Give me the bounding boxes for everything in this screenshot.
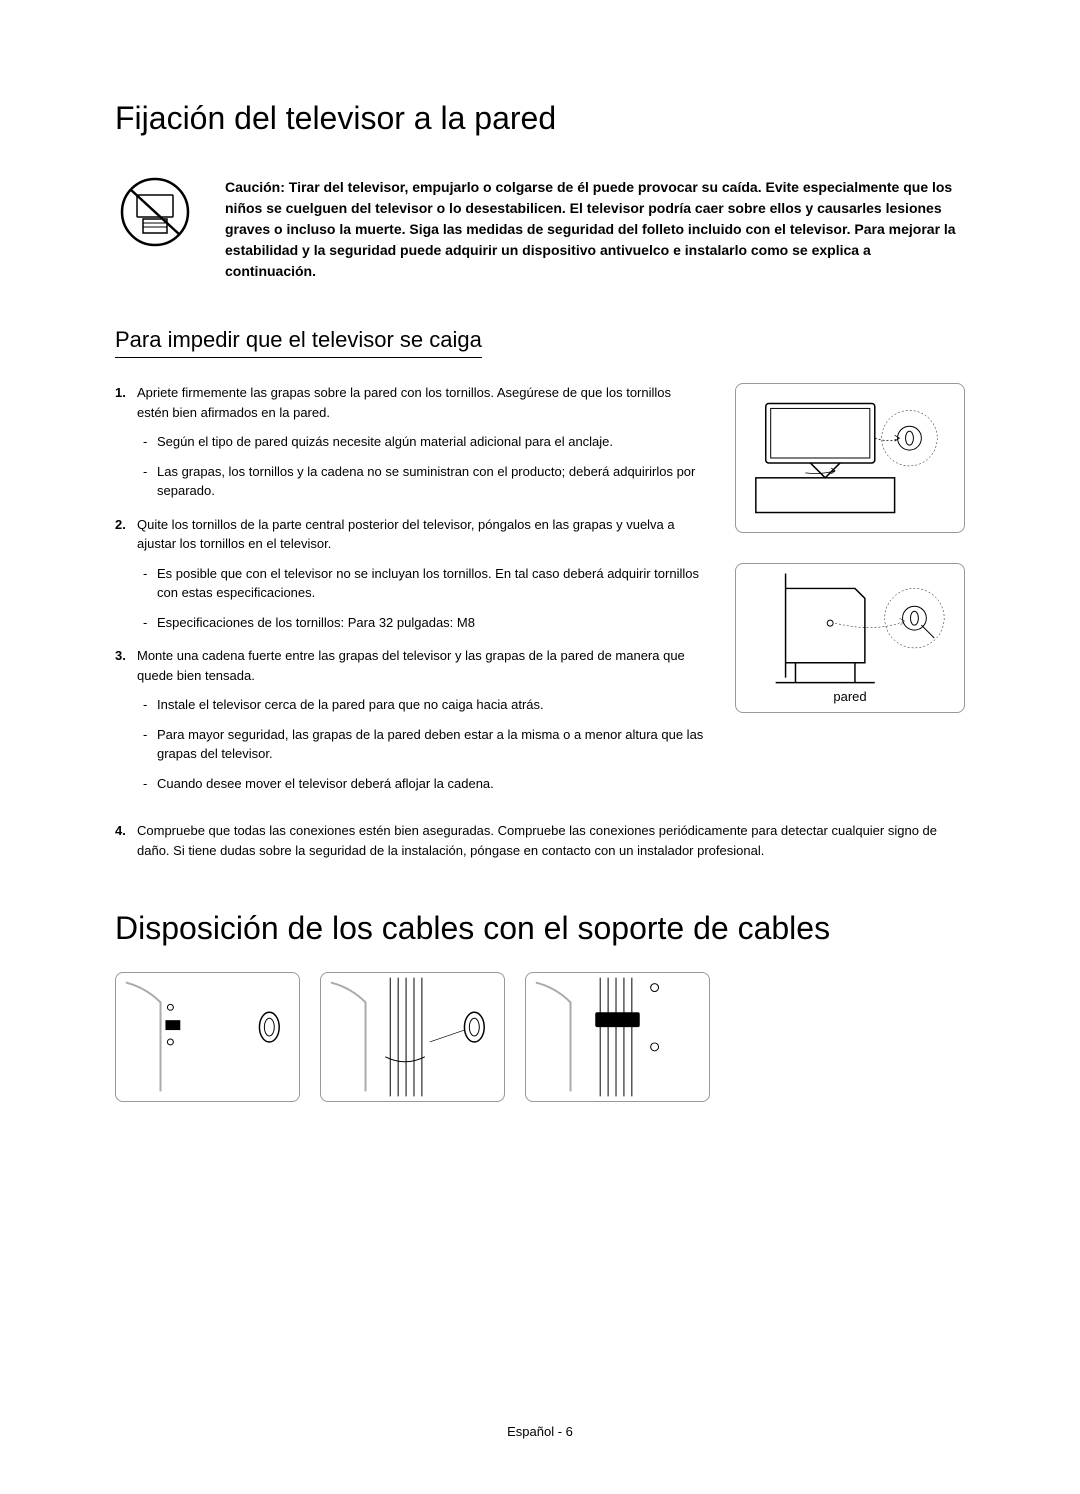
step-3-sub-3: Cuando desee mover el televisor deberá a… xyxy=(137,774,705,794)
caution-text: Caución: Tirar del televisor, empujarlo … xyxy=(225,177,965,282)
steps-list-continued: Compruebe que todas las conexiones estén… xyxy=(115,821,965,860)
step-1-text: Apriete firmemente las grapas sobre la p… xyxy=(137,385,671,420)
step-1-sub-2: Las grapas, los tornillos y la cadena no… xyxy=(137,462,705,501)
image-column: pared xyxy=(735,383,965,807)
step-1-sub-1: Según el tipo de pared quizás necesite a… xyxy=(137,432,705,452)
step-4: Compruebe que todas las conexiones estén… xyxy=(115,821,965,860)
section-title: Para impedir que el televisor se caiga xyxy=(115,327,482,358)
diagram-label: pared xyxy=(833,689,866,704)
step-4-text: Compruebe que todas las conexiones estén… xyxy=(137,823,937,858)
tv-stand-diagram-1 xyxy=(735,383,965,533)
cable-diagram-2 xyxy=(320,972,505,1102)
step-2: Quite los tornillos de la parte central … xyxy=(115,515,705,633)
no-climb-tv-icon xyxy=(115,177,195,247)
step-1: Apriete firmemente las grapas sobre la p… xyxy=(115,383,705,501)
step-2-sub-2: Especificaciones de los tornillos: Para … xyxy=(137,613,705,633)
caution-section: Caución: Tirar del televisor, empujarlo … xyxy=(115,177,965,282)
page-title: Fijación del televisor a la pared xyxy=(115,100,965,137)
page-footer: Español - 6 xyxy=(0,1424,1080,1439)
tv-wall-diagram-2: pared xyxy=(735,563,965,713)
cable-images-row xyxy=(115,972,965,1102)
step-1-sublist: Según el tipo de pared quizás necesite a… xyxy=(137,432,705,501)
text-column: Apriete firmemente las grapas sobre la p… xyxy=(115,383,705,807)
content-with-images: Apriete firmemente las grapas sobre la p… xyxy=(115,383,965,807)
step-3: Monte una cadena fuerte entre las grapas… xyxy=(115,646,705,793)
step-2-sub-1: Es posible que con el televisor no se in… xyxy=(137,564,705,603)
step-2-text: Quite los tornillos de la parte central … xyxy=(137,517,675,552)
cable-diagram-1 xyxy=(115,972,300,1102)
step-3-sub-1: Instale el televisor cerca de la pared p… xyxy=(137,695,705,715)
step-3-sublist: Instale el televisor cerca de la pared p… xyxy=(137,695,705,793)
step-3-text: Monte una cadena fuerte entre las grapas… xyxy=(137,648,685,683)
steps-list: Apriete firmemente las grapas sobre la p… xyxy=(115,383,705,793)
cable-section-title: Disposición de los cables con el soporte… xyxy=(115,910,965,947)
cable-section: Disposición de los cables con el soporte… xyxy=(115,910,965,1102)
cable-diagram-3 xyxy=(525,972,710,1102)
step-3-sub-2: Para mayor seguridad, las grapas de la p… xyxy=(137,725,705,764)
step-2-sublist: Es posible que con el televisor no se in… xyxy=(137,564,705,633)
